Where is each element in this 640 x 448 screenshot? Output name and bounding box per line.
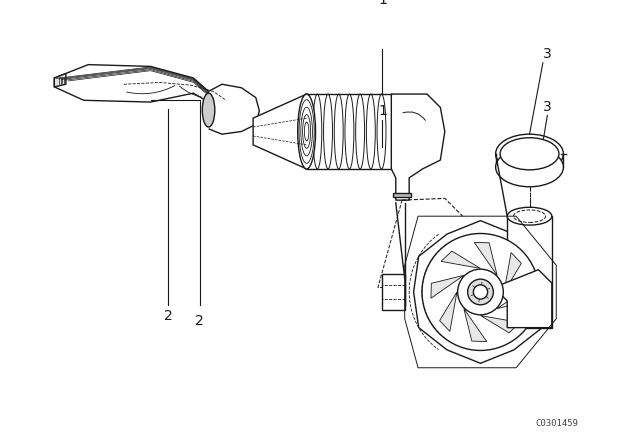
- Text: 3: 3: [543, 47, 552, 61]
- Ellipse shape: [202, 93, 215, 127]
- Text: 2: 2: [195, 314, 204, 328]
- Polygon shape: [209, 84, 259, 134]
- Polygon shape: [497, 286, 530, 309]
- Circle shape: [458, 269, 503, 315]
- Polygon shape: [504, 253, 522, 292]
- Ellipse shape: [302, 94, 311, 169]
- Polygon shape: [494, 270, 552, 327]
- Polygon shape: [413, 221, 547, 363]
- Polygon shape: [253, 94, 307, 169]
- Ellipse shape: [495, 134, 563, 173]
- Polygon shape: [440, 292, 457, 332]
- Text: 3: 3: [543, 99, 552, 113]
- Polygon shape: [383, 274, 404, 310]
- Ellipse shape: [313, 94, 322, 169]
- Circle shape: [422, 233, 539, 350]
- Polygon shape: [441, 251, 481, 268]
- Polygon shape: [393, 193, 411, 198]
- Ellipse shape: [508, 207, 552, 225]
- Ellipse shape: [324, 94, 333, 169]
- Ellipse shape: [377, 94, 386, 169]
- Ellipse shape: [345, 94, 354, 169]
- Circle shape: [474, 285, 488, 299]
- Text: 1: 1: [378, 104, 387, 118]
- Polygon shape: [508, 216, 552, 327]
- Polygon shape: [481, 315, 520, 333]
- Ellipse shape: [495, 147, 563, 187]
- Polygon shape: [54, 73, 66, 87]
- Circle shape: [468, 279, 493, 305]
- Text: C0301459: C0301459: [536, 418, 579, 427]
- Ellipse shape: [298, 94, 316, 169]
- Ellipse shape: [500, 138, 559, 170]
- Polygon shape: [464, 309, 487, 341]
- Polygon shape: [54, 65, 213, 116]
- Ellipse shape: [334, 94, 343, 169]
- Ellipse shape: [366, 94, 375, 169]
- Polygon shape: [431, 276, 464, 298]
- Polygon shape: [391, 94, 445, 200]
- Ellipse shape: [356, 94, 365, 169]
- Polygon shape: [474, 242, 497, 276]
- Text: 1: 1: [378, 0, 387, 8]
- Text: 2: 2: [164, 309, 173, 323]
